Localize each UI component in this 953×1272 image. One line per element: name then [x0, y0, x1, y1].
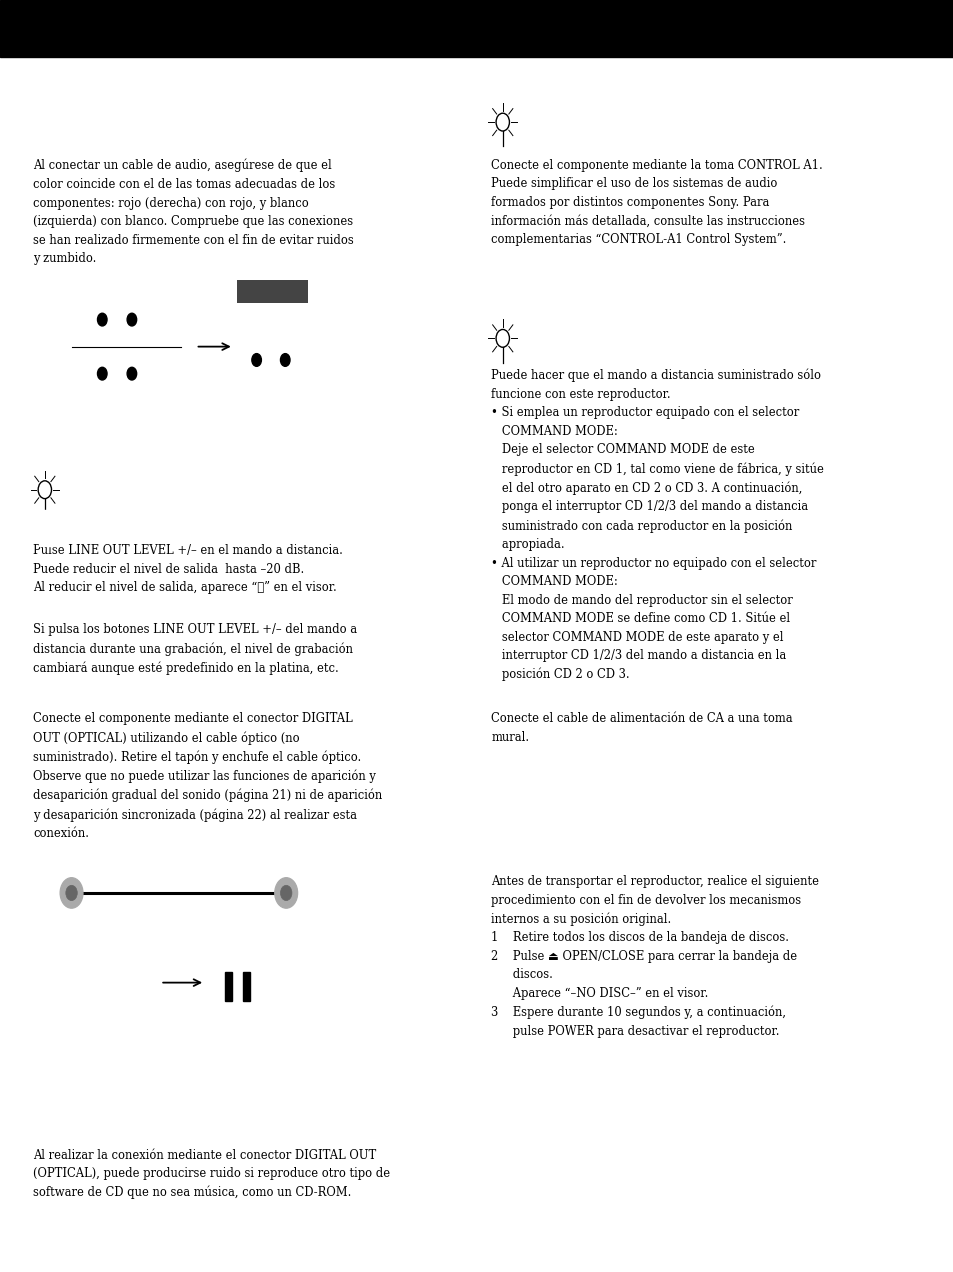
Bar: [236, 280, 308, 413]
Circle shape: [252, 354, 261, 366]
Text: Pulse LINE OUT LEVEL +/– en el mando a distancia.
Puede reducir el nivel de sali: Pulse LINE OUT LEVEL +/– en el mando a d…: [33, 544, 343, 594]
Text: Al conectar un cable de audio, asegúrese de que el
color coincide con el de las : Al conectar un cable de audio, asegúrese…: [33, 159, 354, 265]
Circle shape: [272, 342, 298, 378]
Bar: [74, 941, 146, 1024]
Circle shape: [127, 368, 136, 380]
Text: Conecte el componente mediante la toma CONTROL A1.
Puede simplificar el uso de l: Conecte el componente mediante la toma C…: [491, 159, 822, 245]
Text: Al realizar la conexión mediante el conector DIGITAL OUT
(OPTICAL), puede produc: Al realizar la conexión mediante el cone…: [33, 1149, 390, 1199]
Bar: [210, 941, 270, 1024]
Text: Antes de transportar el reproductor, realice el siguiente
procedimiento con el f: Antes de transportar el reproductor, rea…: [491, 875, 819, 1038]
Text: Puede hacer que el mando a distancia suministrado sólo
funcione con este reprodu: Puede hacer que el mando a distancia sum…: [491, 369, 823, 682]
Circle shape: [243, 342, 270, 378]
Circle shape: [87, 299, 117, 340]
Circle shape: [280, 885, 292, 901]
Circle shape: [86, 962, 116, 1002]
Bar: [0, 0, 953, 57]
Text: i: i: [47, 523, 51, 533]
Circle shape: [60, 878, 83, 908]
Circle shape: [97, 313, 107, 326]
Bar: [39, 510, 58, 546]
Circle shape: [116, 354, 147, 394]
Circle shape: [116, 299, 147, 340]
Bar: [225, 972, 232, 1001]
Text: Si pulsa los botones LINE OUT LEVEL +/– del mando a
distancia durante una grabac: Si pulsa los botones LINE OUT LEVEL +/– …: [33, 623, 357, 675]
Circle shape: [87, 354, 117, 394]
Bar: [71, 293, 181, 401]
Bar: [236, 280, 308, 303]
Bar: [243, 972, 250, 1001]
Circle shape: [66, 885, 77, 901]
Circle shape: [127, 313, 136, 326]
Circle shape: [280, 354, 290, 366]
Text: Conecte el cable de alimentación de CA a una toma
mural.: Conecte el cable de alimentación de CA a…: [491, 712, 792, 744]
Circle shape: [274, 878, 297, 908]
Circle shape: [97, 368, 107, 380]
Text: Conecte el componente mediante el conector DIGITAL
OUT (OPTICAL) utilizando el c: Conecte el componente mediante el conect…: [33, 712, 382, 841]
